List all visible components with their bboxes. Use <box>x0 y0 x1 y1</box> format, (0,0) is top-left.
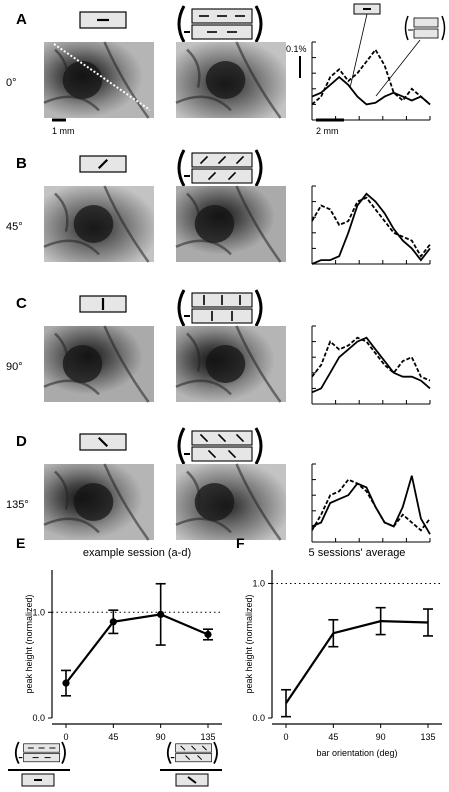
error-bar <box>281 688 291 718</box>
x-tick-label: 135 <box>420 732 435 742</box>
y-axis-label: peak height (normalized) <box>24 594 34 693</box>
trace-plot <box>311 185 431 265</box>
angle-label: 45° <box>6 221 23 233</box>
chart-panel-letter: F <box>236 535 245 551</box>
solid-trace <box>311 336 431 394</box>
cortex-image-single <box>43 185 154 263</box>
cortex-image-single <box>43 325 154 403</box>
angle-label: 90° <box>6 361 23 373</box>
x-tick-label: 0 <box>63 732 68 742</box>
data-point <box>62 679 70 687</box>
difference-stimulus-icon <box>177 5 263 43</box>
y-tick-label: 0.0 <box>252 713 265 723</box>
scale-label-left: 1 mm <box>52 126 75 136</box>
trace-plot <box>311 325 431 405</box>
cortex-image-difference <box>175 41 286 119</box>
chart-title: 5 sessions' average <box>309 547 406 559</box>
panel-letter: D <box>16 433 27 450</box>
y-axis-label: peak height (normalized) <box>244 594 254 693</box>
trace-plot <box>311 463 431 543</box>
x-tick-label: 0 <box>283 732 288 742</box>
angle-label: 135° <box>6 499 29 511</box>
panel-letter: A <box>16 11 27 28</box>
difference-icon-0deg <box>14 741 66 765</box>
difference-icon-135deg <box>166 741 218 765</box>
trace-plot <box>311 41 431 121</box>
series-line <box>65 613 209 684</box>
panel-letter: B <box>16 155 27 172</box>
panel-b: B 45° <box>6 149 431 265</box>
difference-stimulus-icon <box>177 149 263 187</box>
cortex-image-difference <box>175 463 286 541</box>
solid-trace <box>311 475 431 535</box>
error-bar <box>375 606 386 636</box>
y-scale-label: 0.1% <box>286 44 307 54</box>
angle-label: 0° <box>6 77 17 89</box>
legend-difference-icon <box>404 15 446 41</box>
dashed-trace <box>311 196 431 258</box>
solid-trace <box>311 75 431 106</box>
dashed-trace <box>311 48 431 106</box>
panel-c: C 90° <box>6 289 431 405</box>
cortex-image-single <box>43 463 154 541</box>
cortex-image-single <box>43 41 154 119</box>
panel-letter: C <box>16 295 27 312</box>
y-tick-label: 1.0 <box>252 578 265 588</box>
chart-title: example session (a-d) <box>83 547 191 559</box>
single-bar-icon <box>79 295 127 313</box>
data-point <box>204 630 212 639</box>
x-tick-label: 90 <box>376 732 386 742</box>
cortex-image-difference <box>175 325 286 403</box>
y-tick-label: 1.0 <box>32 607 45 617</box>
chart-panel-letter: E <box>16 535 25 551</box>
chart-e-axis-icons <box>8 741 222 787</box>
x-tick-label: 45 <box>108 732 118 742</box>
cortex-image-difference <box>175 185 286 263</box>
data-point <box>157 610 165 619</box>
profile-line <box>53 43 151 111</box>
panel-a: A 0° 1 mm 2 mm 0.1% <box>6 3 446 136</box>
solid-trace <box>311 192 431 265</box>
x-tick-label: 45 <box>328 732 338 742</box>
dashed-trace <box>311 478 431 532</box>
y-tick-label: 0.0 <box>32 713 45 723</box>
single-bar-icon <box>79 433 127 451</box>
error-bar <box>328 618 339 648</box>
x-tick-label: 90 <box>156 732 166 742</box>
x-tick-label: 135 <box>200 732 215 742</box>
dashed-trace <box>311 336 431 382</box>
error-bar <box>423 608 433 637</box>
data-point <box>109 618 117 626</box>
series-line <box>285 620 429 704</box>
single-bar-icon <box>79 155 127 173</box>
difference-stimulus-icon <box>177 289 263 327</box>
difference-stimulus-icon <box>177 427 263 465</box>
panel-d: D 135° <box>6 427 431 543</box>
scale-label-right: 2 mm <box>316 126 339 136</box>
chart-f: F 5 sessions' average 0.0 1.0 peak height (n… <box>236 535 442 758</box>
single-bar-icon <box>79 11 127 29</box>
x-axis-label: bar orientation (deg) <box>316 748 397 758</box>
